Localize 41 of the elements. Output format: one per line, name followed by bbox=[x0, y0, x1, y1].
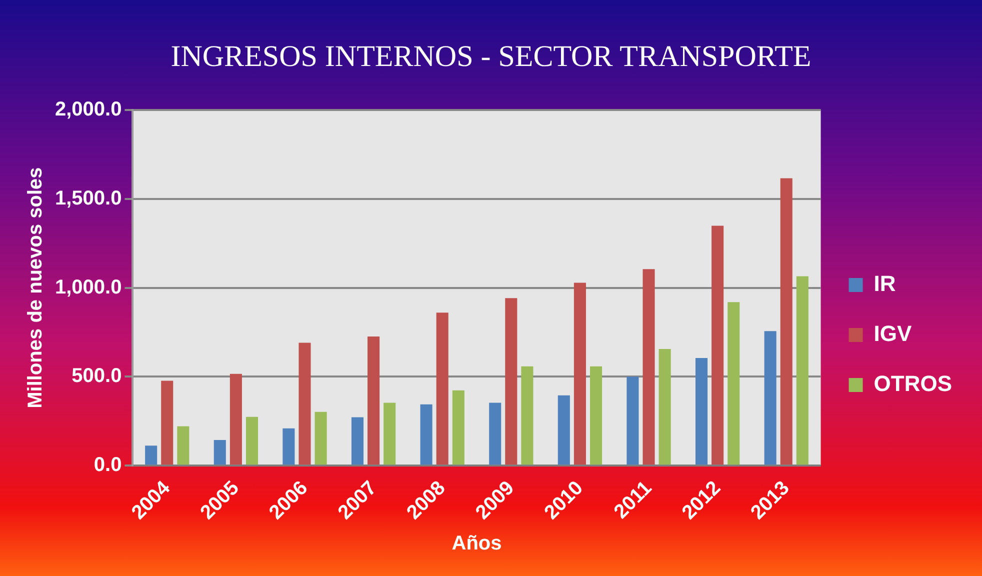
bar bbox=[695, 358, 708, 465]
y-tick-label: 1,500.0 bbox=[54, 187, 122, 210]
bar bbox=[384, 402, 396, 465]
bar bbox=[764, 331, 776, 465]
bar bbox=[177, 426, 190, 465]
legend-label: OTROS bbox=[874, 371, 952, 396]
bar bbox=[368, 336, 380, 465]
bar bbox=[658, 348, 671, 465]
bar bbox=[436, 312, 448, 465]
bar bbox=[230, 374, 242, 465]
bar bbox=[246, 416, 258, 465]
bar bbox=[298, 342, 311, 465]
bar bbox=[145, 446, 158, 465]
y-tick-label: 500.0 bbox=[72, 365, 122, 388]
legend-label: IGV bbox=[874, 321, 912, 346]
bar bbox=[314, 412, 327, 465]
y-tick-label: 2,000.0 bbox=[54, 98, 122, 121]
legend-label: IR bbox=[874, 271, 896, 296]
bar bbox=[780, 178, 792, 465]
y-tick-label: 1,000.0 bbox=[54, 276, 122, 298]
bar bbox=[712, 226, 724, 465]
bar bbox=[574, 282, 586, 465]
chart-title: INGRESOS INTERNOS - SECTOR TRANSPORTE bbox=[170, 40, 812, 74]
y-tick-label: 0.0 bbox=[94, 454, 122, 476]
bar bbox=[642, 269, 655, 465]
bar bbox=[420, 404, 432, 465]
bar bbox=[558, 395, 570, 465]
bar bbox=[489, 402, 502, 465]
bar bbox=[728, 302, 740, 465]
bar bbox=[161, 380, 174, 465]
bar bbox=[214, 440, 226, 465]
bar bbox=[282, 428, 295, 465]
bar bbox=[626, 376, 639, 465]
bar bbox=[521, 366, 534, 465]
bar bbox=[796, 276, 808, 465]
bar bbox=[452, 390, 464, 465]
y-axis-title: Millones de nuevos soles bbox=[24, 167, 47, 408]
bar bbox=[590, 366, 602, 465]
x-axis-title: Años bbox=[452, 532, 502, 555]
bar bbox=[351, 417, 364, 465]
bar bbox=[505, 298, 518, 465]
